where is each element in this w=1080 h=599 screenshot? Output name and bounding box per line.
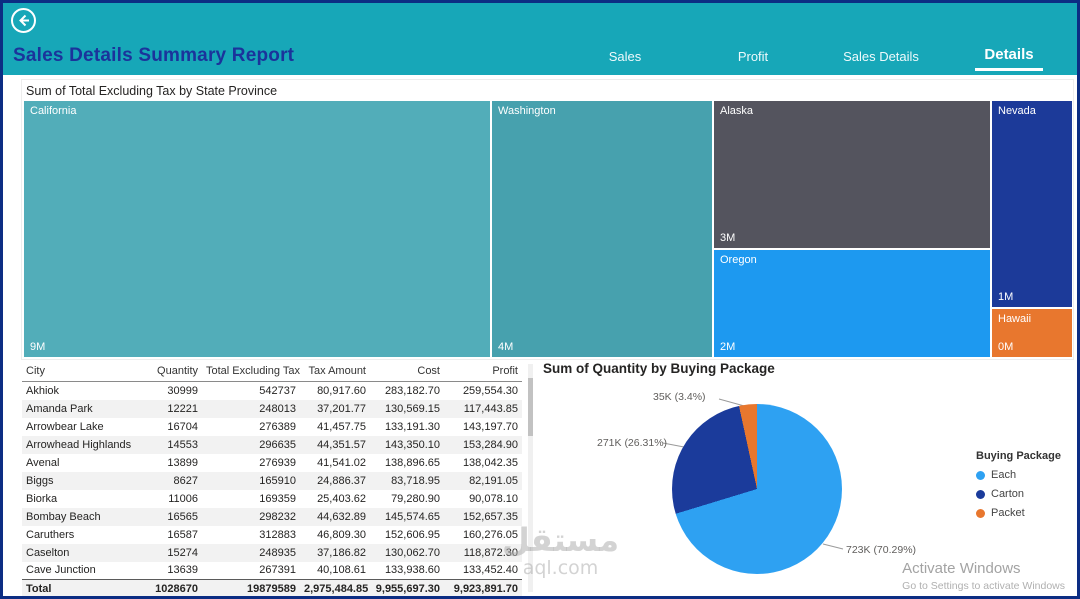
col-cost[interactable]: Cost [370,361,444,382]
table-row[interactable]: Amanda Park 12221 248013 37,201.77 130,569.1… [22,399,522,418]
tab-sales[interactable]: Sales [608,49,642,64]
treemap-block-label: Oregon [720,254,757,266]
table-header-row: City Quantity Total Excluding Tax Tax Am… [22,361,522,382]
treemap-block-value: 3M [720,232,736,244]
table-scrollbar-thumb[interactable] [528,378,533,436]
pie-label-each: 723K (70.29%) [846,544,917,556]
back-arrow-icon [11,8,36,33]
legend-title: Buying Package [976,450,1061,462]
table-row[interactable]: Biorka 11006 169359 25,403.62 79,280.90 90,07… [26,492,518,505]
legend-dot-each-icon [976,470,985,480]
activate-windows-line1: Activate Windows [902,560,1021,577]
table-row[interactable]: Cave Junction 13639 267391 40,108.61 133,938… [26,564,518,577]
table-row[interactable]: Caruthers 16587 312883 46,809.30 152,606.95 1… [26,528,518,541]
table-row[interactable]: Arrowbear Lake 16704 276389 41,457.75 133,19… [26,420,518,433]
pie-title: Sum of Quantity by Buying Package [543,361,775,376]
col-tax-amount[interactable]: Tax Amount [300,361,370,382]
col-total-excluding-tax[interactable]: Total Excluding Tax [202,361,300,382]
legend-item-packet[interactable]: Packet [976,507,1061,519]
nav-tabs: Sales Profit Sales Details Details [561,41,1073,75]
table-row[interactable]: Biggs 8627 165910 24,886.37 83,718.95 82,191.… [22,471,522,490]
treemap-block-label: Washington [498,105,556,117]
table-row[interactable]: Avenal 13899 276939 41,541.02 138,896.65 138,… [26,456,518,469]
treemap-block-value: 9M [30,341,46,353]
table-row[interactable]: Arrowhead Highlands 14553 296635 44,351.57 1… [22,435,522,454]
treemap-block-washington[interactable]: Washington 4M [492,101,712,357]
activate-windows-notice: Activate Windows Go to Settings to activ… [902,560,1065,592]
col-profit[interactable]: Profit [444,361,522,382]
tab-profit[interactable]: Profit [737,49,769,64]
treemap-block-alaska[interactable]: Alaska 3M [714,101,990,248]
treemap-block-nevada[interactable]: Nevada 1M [992,101,1072,307]
treemap-title: Sum of Total Excluding Tax by State Prov… [26,84,278,98]
legend-dot-packet-icon [976,508,985,518]
table-scrollbar[interactable] [528,364,533,592]
back-button[interactable] [10,7,37,34]
treemap-block-value: 1M [998,291,1014,303]
city-table-visual: City Quantity Total Excluding Tax Tax Am… [22,361,527,596]
table-row[interactable]: Caselton 15274 248935 37,186.82 130,062.70 11… [22,543,522,562]
pie-label-carton: 271K (26.31%) [597,437,668,449]
treemap-block-value: 2M [720,341,736,353]
pie-legend: Buying Package Each Carton Packet [976,450,1061,526]
table-total-row: Total 1028670 19879589 2,975,484.85 9,955,69… [22,579,522,596]
pie-chart[interactable] [672,404,842,574]
activate-windows-line2: Go to Settings to activate Windows [902,580,1065,592]
table-row[interactable]: Bombay Beach 16565 298232 44,632.89 145,574.… [22,507,522,526]
legend-label: Packet [991,507,1025,519]
treemap-block-california[interactable]: California 9M [24,101,490,357]
legend-dot-carton-icon [976,489,985,499]
legend-label: Each [991,469,1017,481]
tab-sales-details[interactable]: Sales Details [843,49,919,64]
treemap-block-hawaii[interactable]: Hawaii 0M [992,309,1072,357]
legend-item-each[interactable]: Each [976,469,1061,481]
table-row[interactable]: Akhiok 30999 542737 80,917.60 283,182.70 259,… [26,384,518,397]
treemap-block-value: 4M [498,341,514,353]
header-bar: Sales Details Summary Report Sales Profi… [3,3,1077,75]
treemap-block-value: 0M [998,341,1014,353]
pie-label-packet: 35K (3.4%) [653,391,706,403]
treemap-block-label: Nevada [998,105,1036,117]
page-title: Sales Details Summary Report [13,45,295,66]
treemap-block-label: Alaska [720,105,754,117]
treemap: California 9M Washington 4M Alaska 3M Or… [24,101,1072,357]
treemap-visual: Sum of Total Excluding Tax by State Prov… [21,79,1074,360]
tab-details[interactable]: Details [945,41,1073,75]
col-city[interactable]: City [22,361,140,382]
legend-label: Carton [991,488,1025,500]
treemap-block-oregon[interactable]: Oregon 2M [714,250,990,357]
city-table: City Quantity Total Excluding Tax Tax Am… [22,361,522,596]
treemap-block-label: Hawaii [998,313,1032,325]
legend-item-carton[interactable]: Carton [976,488,1061,500]
treemap-block-label: California [30,105,77,117]
col-quantity[interactable]: Quantity [140,361,202,382]
